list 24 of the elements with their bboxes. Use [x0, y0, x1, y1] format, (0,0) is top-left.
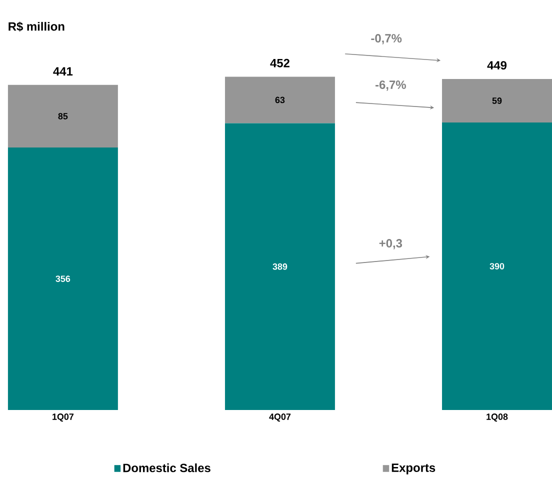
annotation: +0,3: [379, 239, 402, 250]
data-label: 59: [492, 98, 502, 104]
bar: [224, 123, 335, 410]
total-label: 449: [487, 61, 507, 70]
bar: [8, 85, 118, 148]
chart-title: R$ million: [8, 22, 64, 32]
x-tick-label: 1Q08: [486, 414, 508, 422]
annotation: -6,7%: [376, 80, 406, 91]
bar: [224, 76, 335, 124]
total-label: 441: [53, 67, 73, 76]
data-label: 85: [58, 113, 68, 120]
data-label: 389: [272, 264, 288, 270]
total-label: 452: [270, 59, 290, 68]
legend-label: Domestic Sales: [123, 464, 210, 472]
bar: [442, 122, 552, 410]
data-label: 63: [275, 97, 285, 104]
bar: [8, 148, 118, 410]
x-tick-label: 4Q07: [269, 414, 291, 422]
text: -0,7%: [371, 34, 402, 44]
x-tick-label: 1Q07: [52, 414, 74, 422]
data-label: 390: [490, 263, 504, 270]
data-label: 356: [56, 276, 70, 282]
legend-label: Exports: [392, 464, 436, 475]
bar: [442, 79, 552, 123]
